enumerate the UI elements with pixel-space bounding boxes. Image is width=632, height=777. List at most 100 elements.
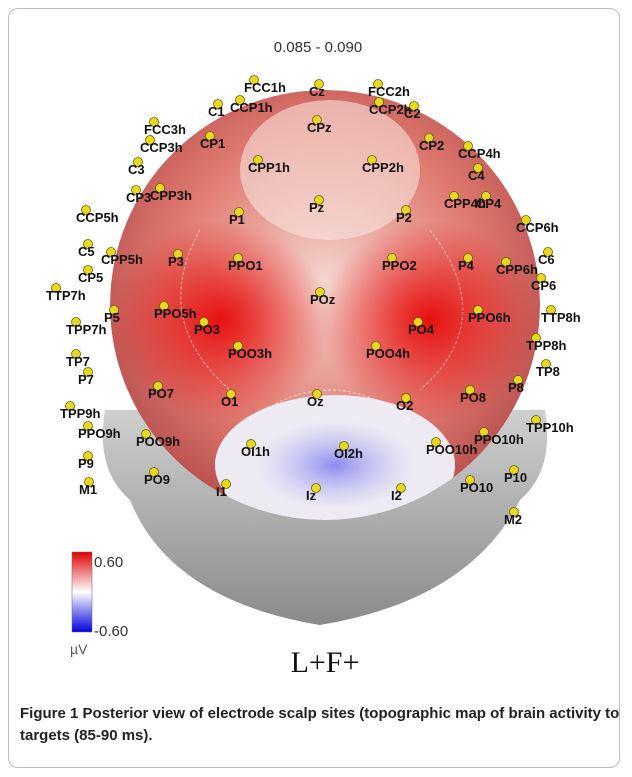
electrode-dot	[431, 437, 441, 447]
electrode-label: PO4	[408, 322, 435, 337]
electrode-dot	[205, 131, 215, 141]
electrode-label: I1	[216, 484, 227, 499]
electrode-dot	[71, 317, 81, 327]
figure-frame	[8, 8, 620, 768]
electrode-label: CPP4h	[444, 196, 486, 211]
electrode-dot	[424, 133, 434, 143]
electrode-label: Pz	[309, 200, 325, 215]
electrode-label: Cz	[309, 84, 325, 99]
electrode-label: POz	[310, 292, 336, 307]
electrode-dot	[246, 439, 256, 449]
electrode-dot	[65, 401, 75, 411]
electrode-label: CPP5h	[101, 252, 143, 267]
electrode-label: P3	[168, 254, 184, 269]
electrode-label: POO10h	[426, 442, 477, 457]
caption: Figure 1 Posterior view of electrode sca…	[20, 703, 620, 747]
electrode-dot	[141, 429, 151, 439]
electrode-dot	[315, 287, 325, 297]
electrode-label: OI1h	[241, 444, 270, 459]
electrode-dot	[387, 253, 397, 263]
electrode-dot	[71, 349, 81, 359]
electrode-dot	[233, 341, 243, 351]
electrode-dot	[83, 265, 93, 275]
electrode-dot	[213, 99, 223, 109]
electrode-label: CPz	[307, 120, 332, 135]
electrode-dot	[234, 207, 244, 217]
electrode-dot	[473, 305, 483, 315]
electrode-label: C4	[468, 168, 485, 183]
electrode-dot	[221, 479, 231, 489]
electrode-label: PPO6h	[468, 310, 511, 325]
electrode-label: FCC1h	[244, 80, 286, 95]
colorbar-min: -0.60	[94, 623, 128, 640]
electrode-dot	[159, 301, 169, 311]
electrode-dot	[371, 341, 381, 351]
electrode-dot	[199, 317, 209, 327]
electrode-label: CPP3h	[150, 188, 192, 203]
electrode-dot	[253, 155, 263, 165]
electrode-dot	[509, 507, 519, 517]
electrode-label: CPP2h	[362, 160, 404, 175]
electrode-dot	[314, 79, 324, 89]
electrode-dot	[233, 253, 243, 263]
electrode-label: I2	[391, 488, 402, 503]
electrode-label: C1	[208, 104, 225, 119]
electrode-label: CCP4h	[458, 146, 501, 161]
electrode-label: PO7	[148, 386, 174, 401]
colorbar	[71, 551, 93, 633]
electrode-dot	[409, 101, 419, 111]
electrode-label: PPO9h	[78, 426, 121, 441]
electrode-label: POO9h	[136, 434, 180, 449]
electrode-dot	[109, 305, 119, 315]
electrode-dot	[509, 465, 519, 475]
electrode-dot	[465, 385, 475, 395]
electrode-dot	[521, 215, 531, 225]
electrode-label: FCC2h	[368, 84, 410, 99]
electrode-label: CP3	[126, 190, 151, 205]
time-window: 0.085 - 0.090	[274, 39, 362, 56]
electrode-dot	[83, 367, 93, 377]
electrode-dot	[235, 95, 245, 105]
electrode-label: P2	[396, 210, 412, 225]
electrode-dot	[479, 427, 489, 437]
electrode-dot	[226, 389, 236, 399]
electrode-label: CPP6h	[496, 262, 538, 277]
electrode-dot	[373, 79, 383, 89]
electrode-dot	[473, 163, 483, 173]
electrode-dot	[546, 305, 556, 315]
electrode-dot	[249, 75, 259, 85]
electrode-dot	[145, 135, 155, 145]
electrode-label: O1	[221, 394, 238, 409]
electrode-dot	[311, 483, 321, 493]
colorbar-max: 0.60	[94, 554, 123, 571]
electrode-dot	[314, 195, 324, 205]
electrode-label: CCP6h	[516, 220, 559, 235]
electrode-dot	[531, 333, 541, 343]
electrode-label: PO10	[460, 480, 493, 495]
electrode-label: Oz	[307, 394, 324, 409]
electrode-label: CP4	[476, 196, 502, 211]
electrode-dot	[481, 191, 491, 201]
electrode-label: P9	[78, 456, 94, 471]
electrode-dot	[83, 421, 93, 431]
electrode-dot	[149, 467, 159, 477]
electrode-dot	[51, 283, 61, 293]
electrode-dot	[83, 239, 93, 249]
electrode-label: P1	[229, 212, 245, 227]
electrode-dot	[543, 247, 553, 257]
electrode-dot	[339, 441, 349, 451]
electrode-dot	[413, 317, 423, 327]
electrode-dot	[465, 475, 475, 485]
electrode-dot	[83, 451, 93, 461]
electrode-label: TPP8h	[526, 338, 567, 353]
electrode-dot	[396, 483, 406, 493]
electrode-label: P4	[458, 258, 475, 273]
electrode-dot	[536, 273, 546, 283]
electrode-dot	[153, 381, 163, 391]
electrode-dot	[401, 205, 411, 215]
electrode-label: C3	[128, 162, 145, 177]
electrode-label: PPO2	[382, 258, 417, 273]
electrode-label: C5	[78, 244, 95, 259]
electrode-label: O2	[396, 398, 413, 413]
